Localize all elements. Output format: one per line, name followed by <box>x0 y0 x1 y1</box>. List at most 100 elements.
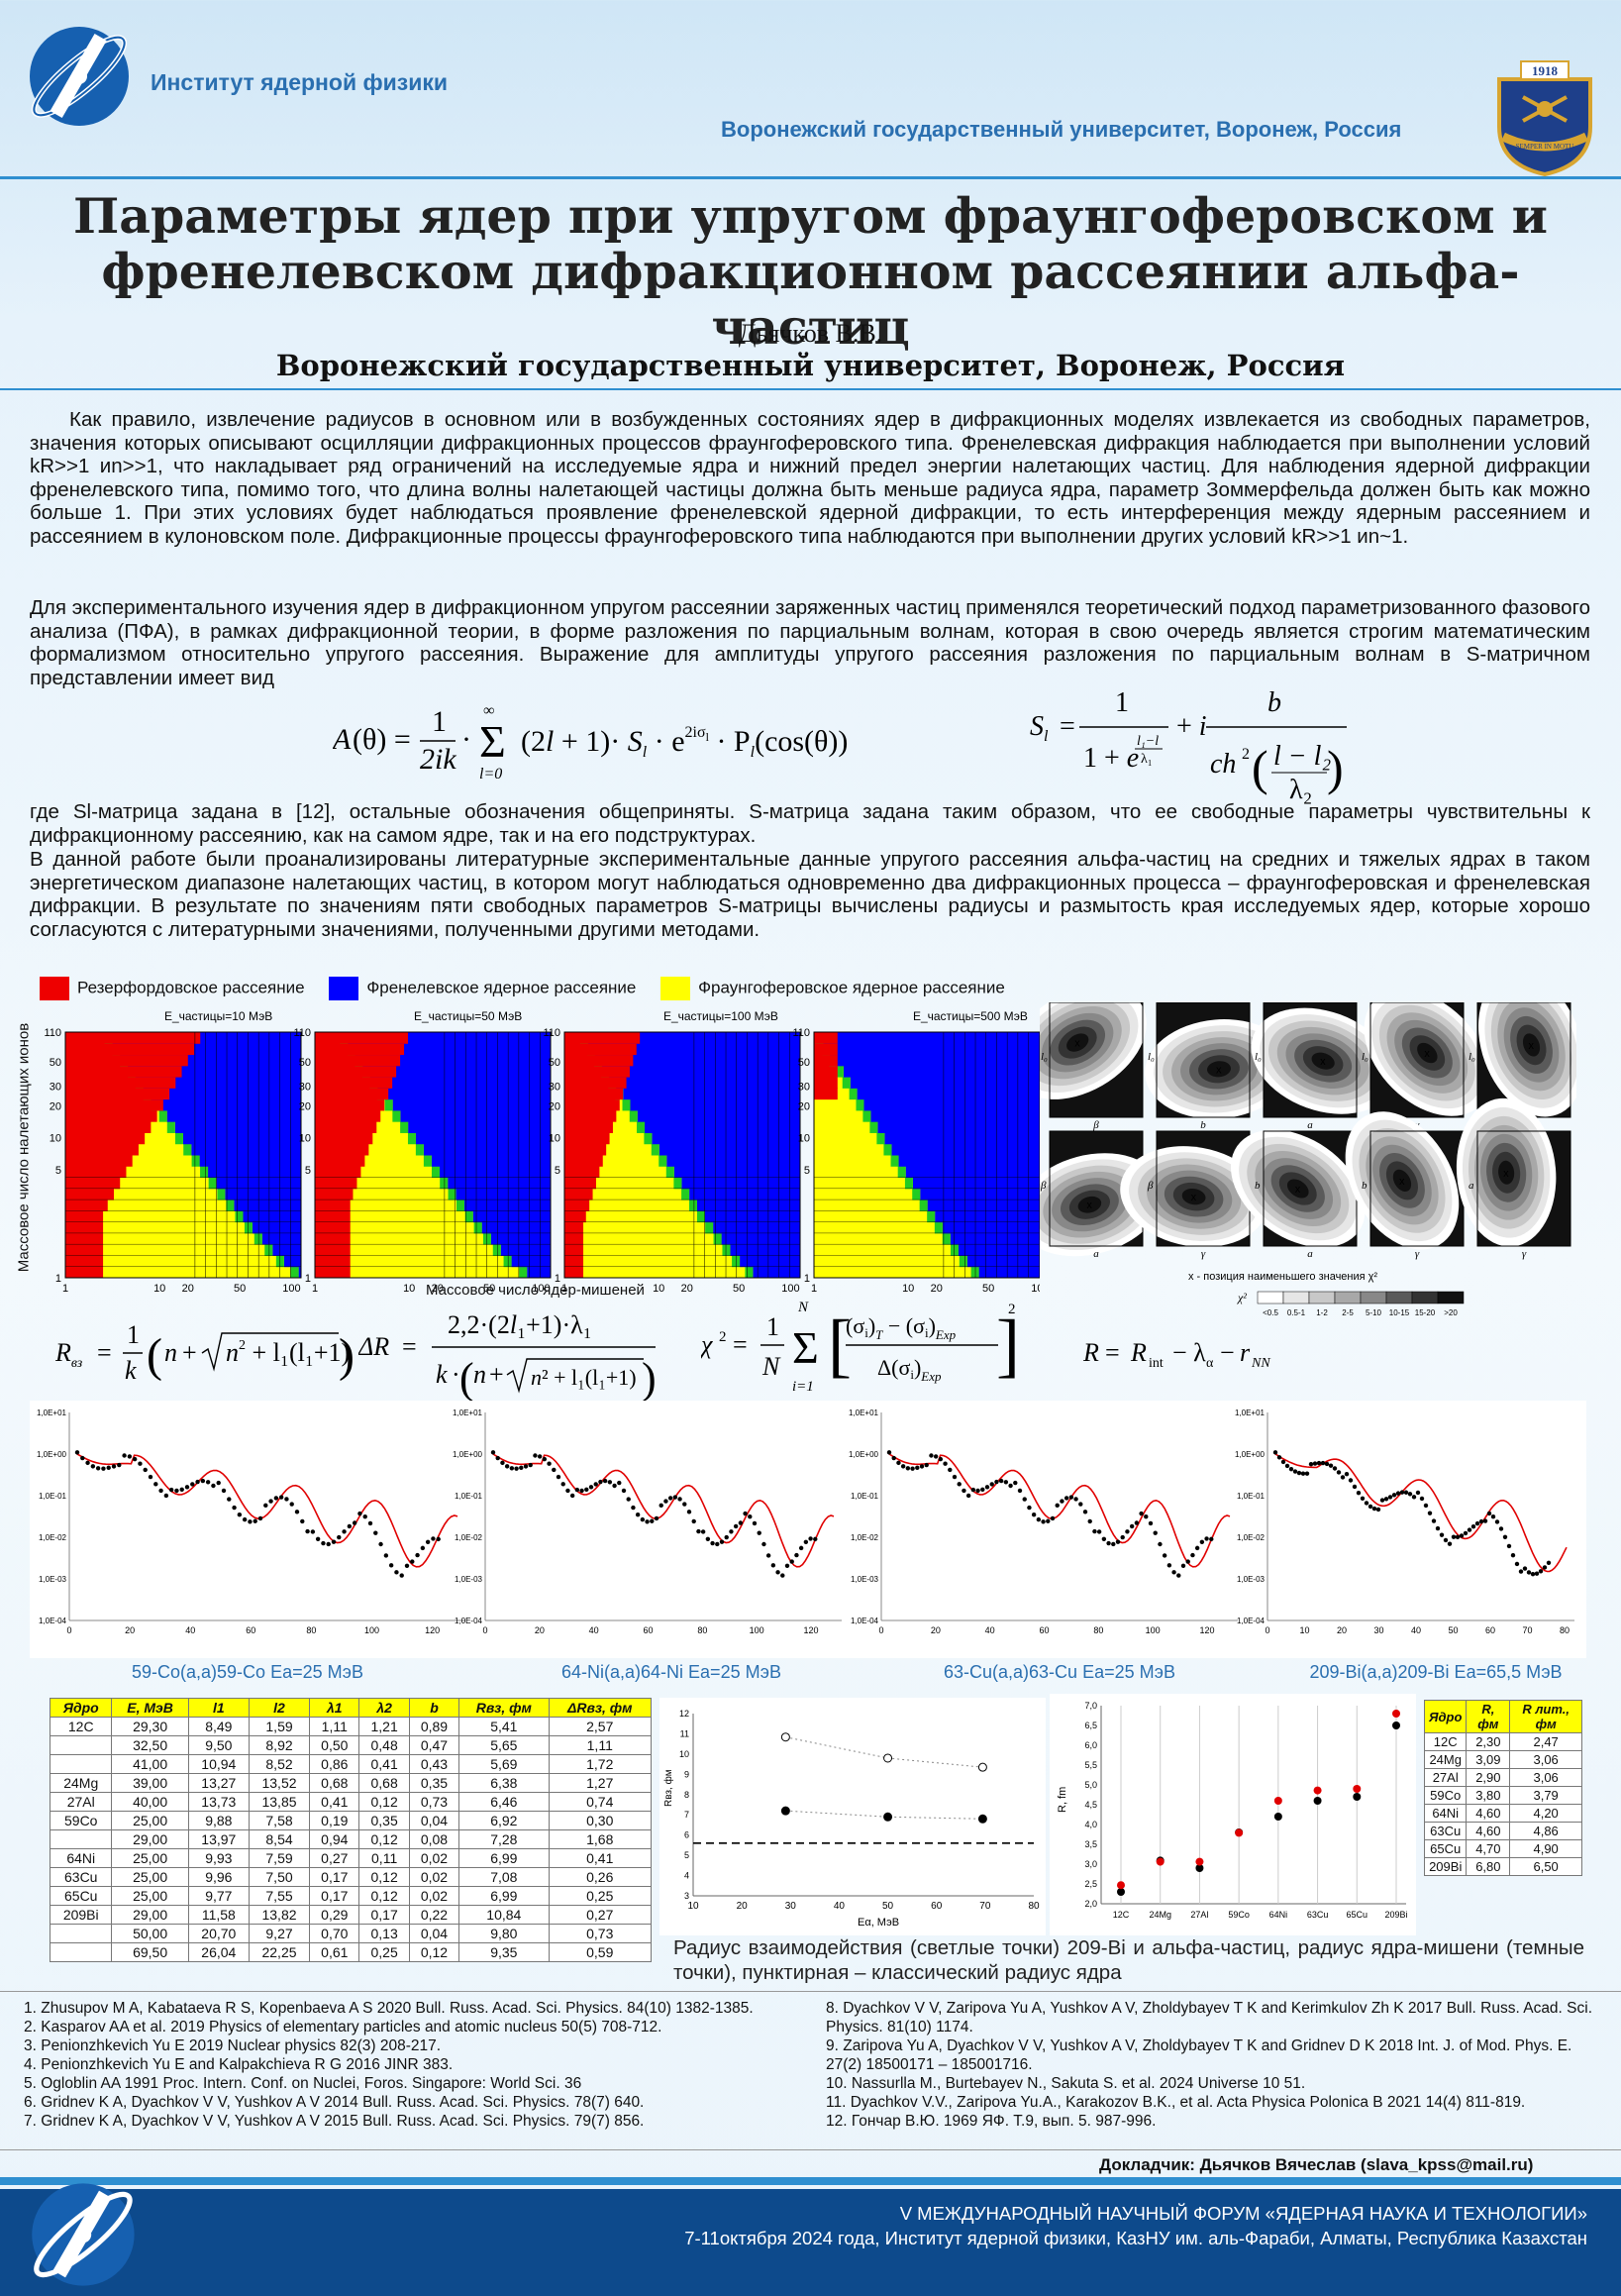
xs-data-point <box>1046 1518 1051 1523</box>
table-row: 59Co 25,00 9,88 7,58 0,19 0,35 0,04 6,92 0,30 <box>49 1811 653 1830</box>
rn-computed-point <box>1195 1864 1204 1872</box>
regime-cell-rutherford <box>564 1255 584 1268</box>
contour-ylabel: β <box>1040 1180 1047 1192</box>
regime-ytick: 10 <box>299 1133 311 1145</box>
regime-cell-fresnel <box>243 1210 301 1223</box>
regime-ytick: 50 <box>299 1057 311 1069</box>
xs-data-point <box>1153 1530 1158 1535</box>
regime-cell-rutherford <box>564 1232 584 1245</box>
table-cell: 9,35 <box>458 1942 550 1962</box>
contour-frame <box>1156 1002 1251 1118</box>
xs-data-point <box>919 1464 925 1469</box>
table-cell: 0,89 <box>408 1717 460 1736</box>
regime-cell-rutherford <box>564 1132 610 1145</box>
rn-computed-point <box>1313 1797 1322 1805</box>
xs-xtick: 20 <box>535 1625 545 1635</box>
xs-data-point <box>436 1536 441 1542</box>
contour-scale-label: 2-5 <box>1342 1308 1354 1317</box>
xs-data-point <box>1340 1475 1346 1480</box>
table-cell: 0,12 <box>358 1886 410 1906</box>
contour-ylabel: b <box>1362 1180 1368 1192</box>
regime-ytick: 30 <box>299 1082 311 1094</box>
table-cell: 0,35 <box>408 1773 460 1793</box>
regime-cell-fresnel <box>158 1098 301 1111</box>
regime-cell-rutherford <box>564 1177 596 1190</box>
xs-xtick: 40 <box>985 1625 995 1635</box>
rn-ytick: 4,5 <box>1084 1800 1097 1810</box>
regime-cell-rutherford <box>65 1177 121 1190</box>
xs-data-point <box>598 1479 603 1485</box>
rn-ytick: 3,0 <box>1084 1859 1097 1869</box>
xs-data-point <box>700 1529 706 1534</box>
table-row: 63Cu 25,00 9,96 7,50 0,17 0,12 0,02 7,08 0,26 <box>49 1867 653 1887</box>
xs-data-point <box>1364 1501 1369 1506</box>
regime-cell-fresnel <box>837 1054 1040 1067</box>
regime-cell-boundary <box>842 1077 851 1089</box>
table-row: 209Bi 6,80 6,50 <box>1423 1857 1582 1876</box>
table-cell: 10,94 <box>187 1754 250 1774</box>
xs-data-point <box>808 1536 813 1541</box>
svg-text:1: 1 <box>127 1320 140 1349</box>
regime-cell-fresnel <box>191 1143 301 1156</box>
svg-text:(2l + 1)· Sl · e2iσl · Pl(cos(: (2l + 1)· Sl · e2iσl · Pl(cos(θ)) <box>521 724 848 761</box>
rn-computed-point <box>1353 1793 1362 1801</box>
contour-scale-label: 0.5-1 <box>1287 1308 1306 1317</box>
re-xtick: 10 <box>687 1901 699 1912</box>
table-cell: 2,90 <box>1466 1768 1511 1787</box>
regime-frame <box>813 1031 1040 1279</box>
regime-cell-rutherford <box>315 1032 409 1044</box>
table-cell: 65Cu <box>1423 1839 1468 1858</box>
contour-scale-label: 15-20 <box>1415 1308 1436 1317</box>
regime-xtick: 20 <box>432 1283 444 1294</box>
regime-frame <box>563 1031 801 1279</box>
regime-cell-fresnel <box>616 1077 800 1089</box>
regime-cell-fresnel <box>601 1054 800 1067</box>
xs-data-point <box>1324 1461 1330 1467</box>
interaction-radius-formula: Rвз = 1 k (n+ n2 + l₁(l₁+1)) <box>54 1309 355 1404</box>
xs-data-point <box>1526 1570 1532 1575</box>
xs-ytick: 1,0E+01 <box>1235 1409 1266 1417</box>
xs-data-point <box>891 1455 896 1461</box>
regime-xtick: 10 <box>403 1283 415 1294</box>
svg-text:n2 + l₁(l₁+1): n2 + l₁(l₁+1) <box>226 1338 350 1367</box>
xs-data-point <box>1296 1470 1302 1476</box>
xs-data-point <box>1356 1490 1362 1496</box>
smatrix-formula: Sl = 1 1 + e l₁−l λ₁ + i b ch 2 (l − l₂ λ₂) <box>1030 687 1357 821</box>
regime-cell-rutherford <box>65 1088 170 1100</box>
table-cell: 29,00 <box>111 1829 189 1849</box>
svg-text:R: R <box>1130 1338 1147 1367</box>
table-cell: 24Mg <box>1423 1750 1468 1769</box>
xs-data-point <box>1199 1539 1205 1545</box>
table-cell: 59Co <box>49 1811 113 1830</box>
reference-item: 9. Zaripova Yu A, Dyachkov V V, Yushkov … <box>826 2037 1572 2073</box>
re-interaction-radius-point <box>977 1762 987 1772</box>
regime-cell-fresnel <box>464 1200 551 1211</box>
rn-computed-point <box>1117 1888 1125 1896</box>
table-cell: 69,50 <box>111 1942 189 1962</box>
title-divider <box>0 388 1621 390</box>
xs-data-point <box>1360 1496 1366 1501</box>
regime-cell-fresnel <box>623 1088 800 1100</box>
regime-cell-boundary <box>183 1143 192 1156</box>
table-cell: 0,43 <box>408 1754 460 1774</box>
regime-cell-boundary <box>423 1155 432 1167</box>
contour-min-marker: x <box>1503 1168 1509 1180</box>
regime-cell-rutherford <box>65 1121 152 1133</box>
xs-caption-ni: 64-Ni(a,a)64-Ni Ea=25 МэВ <box>561 1662 781 1682</box>
svg-text:b: b <box>1267 687 1281 718</box>
contour-min-marker: x <box>1529 1040 1535 1052</box>
speaker: Докладчик: Дьячков Вячеслав (slava_kpss@… <box>1099 2155 1534 2174</box>
xs-data-point <box>1451 1534 1457 1539</box>
xs-data-point <box>168 1487 174 1493</box>
regime-xtick: 50 <box>982 1283 994 1294</box>
xs-data-point <box>631 1505 636 1511</box>
xs-xtick: 60 <box>1485 1625 1495 1635</box>
radius-nucleus-chart-bg <box>1050 1694 1416 1935</box>
xs-data-point <box>1276 1455 1282 1460</box>
table-header-cell: Ядро <box>1423 1700 1468 1733</box>
xs-data-point <box>179 1487 184 1493</box>
xs-data-point <box>784 1563 790 1569</box>
xs-data-point <box>1050 1515 1056 1521</box>
contour-ylabel: a <box>1469 1180 1474 1192</box>
regime-ytick: 110 <box>293 1027 311 1039</box>
